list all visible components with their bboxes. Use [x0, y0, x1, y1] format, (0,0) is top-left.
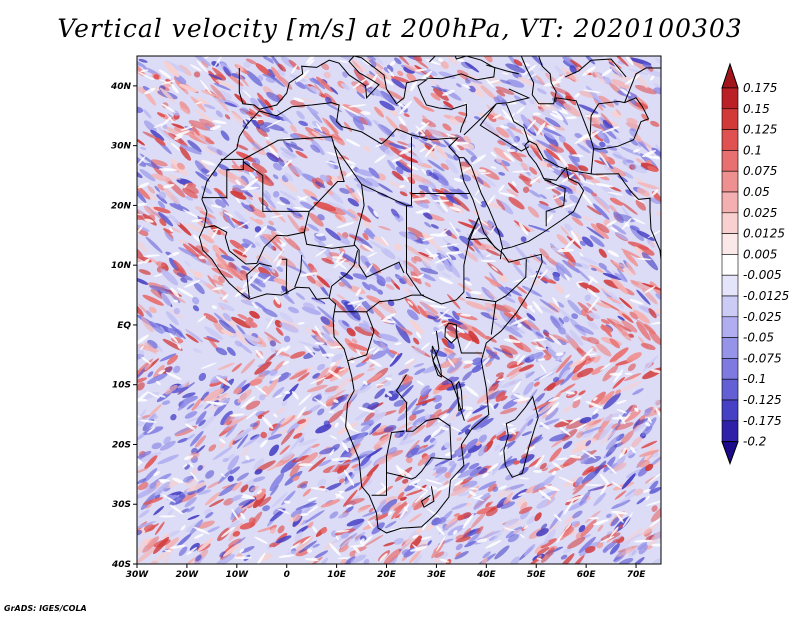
colorbar-label: 0.075	[743, 164, 777, 178]
x-tick-label: 50E	[527, 570, 547, 580]
y-tick-label: 40S	[111, 560, 131, 570]
x-tick-label: 0	[284, 570, 290, 580]
colorbar-segment	[721, 316, 739, 338]
x-tick-label: 40E	[476, 570, 497, 580]
colorbar-segment	[721, 254, 739, 276]
coastline-boundaries	[198, 56, 661, 534]
x-tick-label: 20E	[377, 570, 397, 580]
colorbar-label: 0.05	[743, 185, 770, 199]
colorbar-segment	[721, 399, 739, 422]
colorbar-segment	[721, 274, 739, 297]
colorbar-label: 0.1	[743, 143, 762, 157]
colorbar-segment	[721, 358, 739, 380]
colorbar-label: 0.125	[743, 123, 777, 137]
colorbar-segment	[721, 233, 739, 255]
y-tick-label: 20S	[112, 440, 131, 450]
colorbar-segment	[721, 191, 739, 214]
y-tick-label: 10S	[112, 381, 131, 391]
y-tick-label: 40N	[110, 82, 132, 92]
colorbar-segment	[721, 87, 739, 110]
colorbar-label: 0.005	[743, 247, 777, 261]
x-tick-label: 30W	[126, 570, 150, 580]
colorbar-label: -0.025	[743, 310, 782, 324]
colorbar-segment	[721, 108, 739, 130]
colorbar-segment	[721, 441, 739, 466]
colorbar-label: 0.0125	[743, 227, 785, 241]
footer-credit: GrADS: IGES/COLA	[4, 604, 87, 613]
y-tick-label: 30S	[112, 500, 131, 510]
y-tick-label: EQ	[117, 321, 131, 331]
colorbar-label: -0.05	[743, 331, 774, 345]
colorbar-segment	[721, 150, 739, 172]
colorbar-label: 0.175	[743, 81, 777, 95]
plot-frame	[136, 55, 662, 565]
colorbar: 0.175 0.15 0.125 0.1 0.075 0.05 0.025 0.0125 0.0…	[721, 62, 789, 466]
colorbar-label: -0.2	[743, 435, 766, 449]
colorbar-label: -0.1	[743, 372, 766, 386]
colorbar-label: -0.175	[743, 414, 782, 428]
colorbar-segment	[721, 420, 739, 442]
x-tick-label: 30E	[427, 570, 447, 580]
y-axis-ticks: 40N 30N 20N 10N EQ 10S 20S 30S 40S	[110, 82, 137, 570]
x-tick-label: 10W	[226, 570, 250, 580]
x-tick-label: 70E	[627, 570, 647, 580]
colorbar-segment	[721, 62, 739, 89]
colorbar-label: -0.0125	[743, 289, 789, 303]
colorbar-segment	[721, 337, 739, 359]
colorbar-label: 0.15	[743, 102, 770, 116]
y-tick-label: 10N	[111, 261, 132, 271]
chart-title: Vertical velocity [m/s] at 200hPa, VT: 2…	[57, 14, 743, 43]
colorbar-label: -0.075	[743, 351, 782, 365]
y-tick-label: 20N	[111, 201, 132, 211]
colorbar-label: -0.005	[743, 268, 782, 282]
x-tick-label: 20W	[176, 570, 200, 580]
colorbar-segment	[721, 295, 739, 318]
velocity-field	[137, 56, 661, 564]
colorbar-segment	[721, 212, 739, 234]
colorbar-segment	[721, 170, 739, 193]
colorbar-label: 0.025	[743, 206, 777, 220]
x-tick-label: 10E	[327, 570, 347, 580]
x-axis-ticks: 30W 20W 10W 0 10E 20E 30E 40E 50E 60E 70E	[126, 564, 646, 580]
colorbar-segment	[721, 378, 739, 401]
y-tick-label: 30N	[111, 142, 132, 152]
colorbar-label: -0.125	[743, 393, 782, 407]
x-tick-label: 60E	[577, 570, 597, 580]
colorbar-segment	[721, 129, 739, 151]
